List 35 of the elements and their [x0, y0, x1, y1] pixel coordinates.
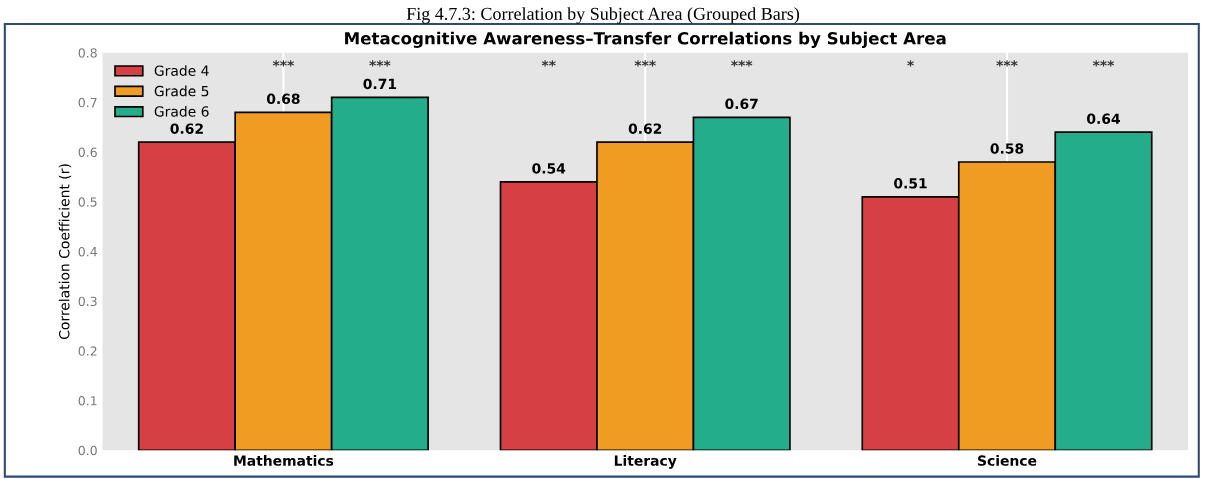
- chart-subtitle: Fig 4.7.3: Correlation by Subject Area (Grouped Bars): [406, 7, 800, 24]
- y-tick-label: 0.6: [78, 147, 97, 158]
- y-tick-label: 0.4: [78, 246, 97, 257]
- data-label: 0.51: [894, 178, 927, 189]
- y-tick-label: 0.1: [78, 396, 97, 406]
- annotation: ***: [1092, 60, 1115, 67]
- data-label: 0.64: [1087, 113, 1120, 124]
- data-label: 0.62: [628, 123, 662, 134]
- legend-label: Grade 4: [154, 65, 209, 76]
- x-tick-label: Literacy: [614, 455, 677, 469]
- annotation: **: [541, 60, 556, 67]
- annotation: ***: [272, 60, 295, 67]
- y-tick-label: 0.7: [78, 97, 97, 108]
- y-tick-label: 0.5: [78, 197, 97, 207]
- annotation: ***: [996, 60, 1018, 67]
- y-axis-title: Correlation Coefficient (r): [58, 164, 72, 340]
- y-tick-label: 0.2: [78, 346, 97, 356]
- y-tick-label: 0.0: [78, 445, 97, 456]
- data-label: 0.54: [532, 163, 566, 174]
- data-label: 0.58: [990, 143, 1024, 154]
- x-tick-label: Science: [978, 455, 1037, 466]
- annotation: ***: [369, 60, 391, 67]
- y-tick-label: 0.3: [78, 296, 97, 307]
- x-tick-label: Mathematics: [234, 455, 334, 466]
- data-label: 0.62: [170, 123, 203, 134]
- legend-label: Grade 5: [154, 85, 209, 97]
- data-label: 0.67: [725, 98, 758, 110]
- annotation: *: [907, 60, 914, 67]
- y-tick-label: 0.8: [78, 48, 97, 58]
- data-label: 0.71: [363, 78, 397, 90]
- chart-title: Metacognitive Awareness–Transfer Correlations by Subject Area: [345, 31, 946, 48]
- data-label: 0.68: [266, 93, 300, 105]
- legend-label: Grade 6: [154, 105, 209, 117]
- annotation: ***: [634, 60, 656, 67]
- annotation: ***: [731, 60, 753, 67]
